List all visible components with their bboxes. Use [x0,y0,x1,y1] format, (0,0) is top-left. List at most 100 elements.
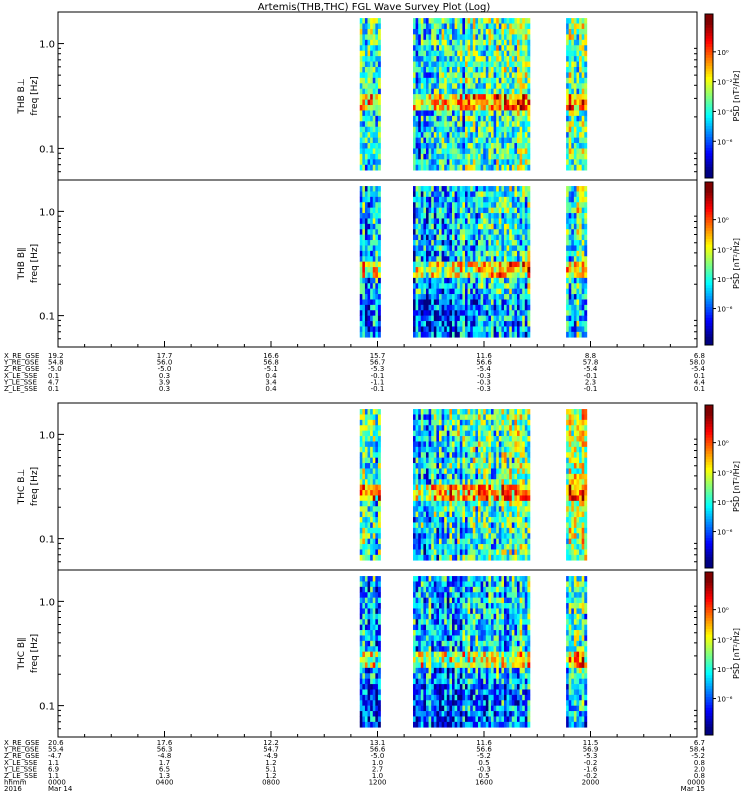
heatmap-cell [470,250,474,257]
heatmap-cell [413,419,416,426]
heatmap-cell [439,18,442,24]
heatmap-cell [514,554,518,561]
heatmap-cell [485,234,489,241]
heatmap-cell [511,223,515,230]
heatmap-cell [413,484,416,491]
heatmap-cell [485,544,489,550]
heatmap-cell [467,110,471,117]
heatmap-cell [501,18,505,24]
heatmap-cell [566,191,569,198]
heatmap-cell [431,213,435,219]
heatmap-cell [459,425,463,431]
heatmap-cell [367,77,371,84]
heatmap-cell [415,409,419,415]
heatmap-cell [496,213,500,219]
heatmap-cell [423,288,427,295]
heatmap-cell [370,159,374,166]
heatmap-cell [370,409,374,415]
heatmap-cell [428,234,432,241]
heatmap-cell [372,549,376,556]
heatmap-cell [439,441,442,448]
heatmap-cell [506,522,510,529]
heatmap-cell [571,186,575,192]
heatmap-cell [423,522,427,529]
heatmap-cell [470,240,474,246]
heatmap-cell [359,34,363,41]
heatmap-cell [441,436,445,442]
heatmap-cell [514,88,518,95]
heatmap-cell [420,23,424,30]
heatmap-cell [446,409,450,415]
heatmap-cell [413,34,416,41]
heatmap-cell [370,457,374,464]
heatmap-cell [370,310,374,316]
heatmap-cell [459,517,463,523]
heatmap-cell [433,331,437,338]
heatmap-cell [372,105,376,111]
heatmap-cell [472,479,476,485]
heatmap-cell [478,45,481,51]
heatmap-cell [467,245,471,252]
heatmap-cell [514,304,518,311]
heatmap-cell [444,45,448,51]
heatmap-cell [426,414,429,421]
heatmap-cell [439,554,442,561]
heatmap-cell [514,45,518,51]
heatmap-cell [517,202,520,208]
heatmap-cell [418,223,422,230]
heatmap-cell [514,153,518,160]
heatmap-cell [501,436,505,442]
heatmap-cell [449,506,453,512]
heatmap-cell [413,321,416,327]
heatmap-cell [465,419,468,426]
heatmap-cell [506,23,510,30]
heatmap-cell [457,234,461,241]
heatmap-cell [517,77,520,84]
heatmap-cell [423,321,427,327]
heatmap-cell [517,452,520,458]
heatmap-cell [367,277,371,284]
heatmap-cell [413,522,416,529]
heatmap-cell [418,533,422,539]
heatmap-cell [573,310,577,316]
heatmap-cell [480,94,484,100]
heatmap-cell [496,196,500,203]
heatmap-cell [420,326,424,333]
heatmap-cell [359,159,363,166]
heatmap-cell [423,23,427,30]
heatmap-cell [488,473,492,480]
heatmap-cell [527,28,531,35]
heatmap-cell [488,28,492,35]
heatmap-cell [467,267,471,273]
heatmap-cell [439,72,442,79]
heatmap-cell [488,50,492,57]
heatmap-cell [504,511,507,518]
heatmap-cell [467,283,471,289]
heatmap-cell [446,61,450,68]
heatmap-cell [465,99,468,106]
heatmap-cell [452,272,455,279]
heatmap-cell [491,299,494,306]
heatmap-cell [491,315,494,322]
heatmap-cell [423,294,427,300]
heatmap-cell [362,409,366,415]
heatmap-cell [491,110,494,117]
heatmap-cell [367,191,371,198]
heatmap-cell [511,473,515,480]
heatmap-cell [509,77,513,84]
heatmap-cell [452,326,455,333]
heatmap-cell [367,45,371,51]
heatmap-cell [573,294,577,300]
heatmap-cell [428,56,432,62]
heatmap-cell [465,240,468,246]
heatmap-cell [511,83,515,90]
heatmap-cell [420,240,424,246]
heatmap-cell [370,39,374,46]
heatmap-cell [498,28,502,35]
heatmap-cell [483,256,487,262]
heatmap-cell [472,441,476,448]
heatmap-cell [462,490,466,496]
heatmap-cell [433,56,437,62]
heatmap-cell [372,517,376,523]
heatmap-cell [480,143,484,149]
